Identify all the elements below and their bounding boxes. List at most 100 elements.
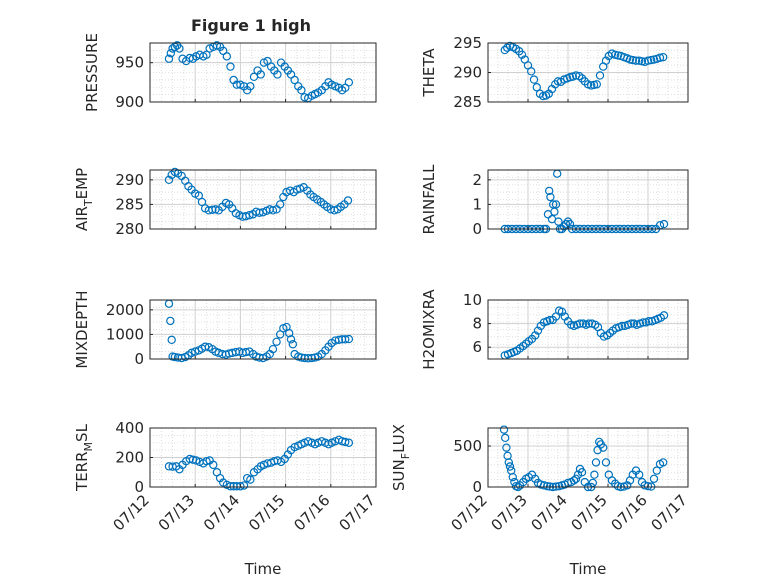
data-point: [194, 191, 204, 200]
data-point: [659, 219, 669, 229]
data-point: [565, 219, 575, 229]
axes-box: [149, 169, 377, 230]
data-point: [643, 56, 653, 65]
data-point: [343, 196, 353, 205]
data-point: [275, 200, 285, 209]
axes-box: [149, 42, 377, 103]
data-point: [273, 70, 282, 79]
data-point: [652, 466, 662, 475]
data-point: [591, 458, 601, 467]
x-tick-label: 07/16: [608, 491, 651, 534]
data-point: [631, 56, 641, 65]
data-point: [649, 474, 659, 484]
grid: [149, 170, 377, 230]
data-point: [197, 197, 207, 207]
y-axis-label-part: EMP: [73, 168, 91, 199]
data-point: [341, 437, 350, 447]
data-point: [599, 443, 608, 452]
data-point: [532, 83, 542, 92]
y-tick-label: 900: [115, 93, 144, 111]
x-tick-label: 07/17: [336, 491, 379, 534]
data-point: [288, 340, 298, 349]
subplot-rainfall: 0 1 2 RAINFALL: [420, 164, 689, 238]
data-point: [601, 458, 611, 467]
x-tick-label: 07/14: [528, 491, 571, 534]
figure-title: Figure 1 high: [191, 16, 311, 35]
data-point: [577, 468, 587, 477]
y-tick-label: 1000: [106, 325, 144, 343]
x-tick-label: 07/14: [200, 491, 243, 534]
data-point: [499, 425, 509, 434]
series-markers: [164, 167, 353, 221]
data-point: [543, 481, 552, 491]
axes-box: [487, 299, 689, 360]
y-axis-label-subscript: T: [82, 199, 95, 207]
y-axis-label-subscript: M: [82, 442, 95, 452]
data-point: [575, 71, 584, 81]
data-point: [563, 217, 573, 226]
data-point: [502, 443, 511, 452]
data-point: [623, 481, 632, 490]
data-point: [236, 482, 245, 491]
data-point: [166, 49, 175, 58]
data-point: [561, 219, 571, 229]
data-point: [519, 341, 528, 351]
y-tick-label: 2000: [106, 301, 144, 319]
y-axis-label: H2OMIXRA: [420, 289, 438, 370]
y-axis-label-part: H2OMIXRA: [420, 289, 438, 370]
y-tick-label: 6: [472, 338, 482, 356]
data-point: [245, 211, 254, 220]
data-point: [628, 55, 638, 65]
data-point: [166, 316, 175, 326]
data-point: [222, 52, 232, 61]
x-tick-label: 07/13: [488, 491, 531, 534]
data-point: [307, 353, 317, 363]
data-point: [575, 319, 585, 328]
data-point: [635, 470, 644, 479]
data-point: [164, 175, 174, 185]
y-axis-label-part: RAINFALL: [420, 164, 438, 235]
series-markers: [499, 425, 668, 492]
data-point: [539, 481, 549, 490]
y-tick-label: 280: [115, 220, 144, 238]
data-point: [272, 337, 281, 346]
data-point: [571, 474, 581, 484]
data-point: [246, 82, 255, 91]
data-point: [595, 437, 604, 447]
y-axis-label: SUNFLUX: [390, 424, 412, 491]
y-tick-label: 285: [453, 93, 482, 111]
y-tick-label: 290: [115, 171, 144, 189]
series-markers: [164, 41, 354, 103]
data-point: [501, 433, 510, 443]
series-markers: [164, 435, 354, 491]
data-point: [584, 319, 594, 328]
data-point: [601, 56, 611, 65]
y-tick-label: 0: [472, 478, 482, 496]
data-point: [208, 205, 217, 215]
data-point: [286, 335, 296, 344]
x-tick-label: 07/15: [568, 491, 611, 534]
y-tick-label: 2: [472, 171, 482, 189]
x-tick-label: 07/13: [155, 491, 198, 534]
data-point: [545, 315, 555, 325]
data-point: [246, 475, 255, 484]
data-point: [545, 186, 554, 196]
data-point: [505, 462, 515, 471]
data-point: [508, 472, 517, 482]
data-point: [344, 334, 354, 344]
y-axis-label: MIXDEPTH: [73, 290, 91, 368]
data-point: [175, 44, 184, 53]
axes-box: [487, 427, 689, 488]
data-point: [529, 75, 539, 84]
y-axis-label-part: AIR: [73, 206, 91, 231]
y-axis-label-part: MIXDEPTH: [73, 290, 91, 368]
y-tick-label: 8: [472, 315, 482, 333]
data-point: [164, 54, 174, 63]
x-tick-label: 07/16: [290, 491, 333, 534]
data-point: [569, 476, 579, 485]
data-point: [285, 328, 294, 338]
x-axis-label: Time: [244, 560, 282, 578]
data-point: [591, 320, 600, 329]
